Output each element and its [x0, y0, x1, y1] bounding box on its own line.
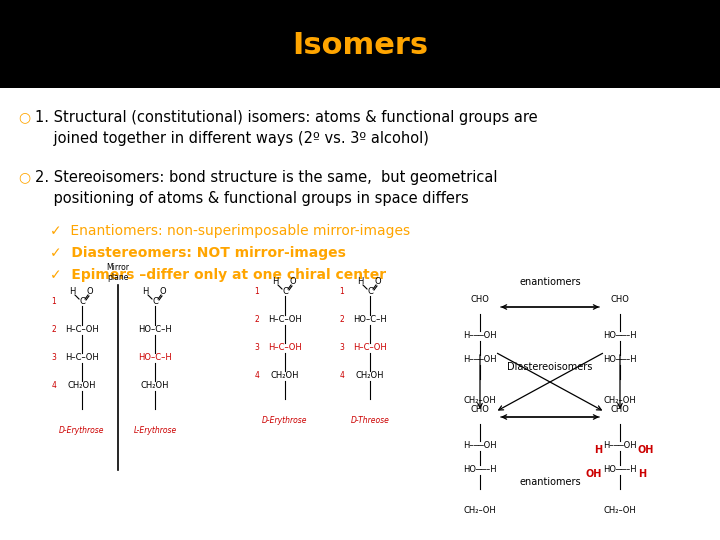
Text: O: O — [374, 278, 382, 287]
Text: ✓  Diastereomers: NOT mirror-images: ✓ Diastereomers: NOT mirror-images — [50, 246, 346, 260]
Text: H: H — [69, 287, 75, 296]
Text: H–──OH: H–──OH — [463, 442, 497, 450]
Text: 4: 4 — [52, 381, 56, 390]
Text: CHO: CHO — [611, 295, 629, 304]
Text: CH₂OH: CH₂OH — [68, 381, 96, 390]
Text: Mirror
plane: Mirror plane — [107, 262, 130, 282]
Text: CH₂OH: CH₂OH — [140, 381, 169, 390]
Text: enantiomers: enantiomers — [519, 277, 581, 287]
Text: Diastereoisomers: Diastereoisomers — [508, 362, 593, 372]
Text: O: O — [289, 278, 297, 287]
Text: H–C–OH: H–C–OH — [268, 343, 302, 353]
Text: 1: 1 — [52, 298, 56, 307]
Text: CH₂–OH: CH₂–OH — [603, 506, 636, 515]
Text: CH₂–OH: CH₂–OH — [464, 506, 496, 515]
Text: C: C — [282, 287, 288, 296]
Text: D-Erythrose: D-Erythrose — [262, 416, 307, 425]
Text: L-Erythrose: L-Erythrose — [133, 426, 176, 435]
Text: H–──OH: H–──OH — [463, 355, 497, 364]
Text: H–C–OH: H–C–OH — [65, 354, 99, 362]
Text: D-Erythrose: D-Erythrose — [59, 426, 104, 435]
Text: H–──OH: H–──OH — [463, 332, 497, 341]
Text: C: C — [79, 298, 85, 307]
Text: 1: 1 — [340, 287, 344, 296]
Text: HO–C–H: HO–C–H — [138, 326, 172, 334]
Text: H: H — [272, 278, 278, 287]
Text: CHO: CHO — [611, 405, 629, 414]
Text: 2: 2 — [52, 326, 56, 334]
Text: enantiomers: enantiomers — [519, 477, 581, 487]
Text: O: O — [86, 287, 94, 296]
Text: CHO: CHO — [471, 405, 490, 414]
Text: CH₂–OH: CH₂–OH — [603, 396, 636, 405]
Text: ✓  Enantiomers: non-superimposable mirror-images: ✓ Enantiomers: non-superimposable mirror… — [50, 224, 410, 238]
Text: CH₂–OH: CH₂–OH — [464, 396, 496, 405]
Text: HO──–H: HO──–H — [603, 355, 636, 364]
Text: 4: 4 — [340, 372, 344, 381]
Text: 1. Structural (constitutional) isomers: atoms & functional groups are
    joined: 1. Structural (constitutional) isomers: … — [35, 110, 538, 146]
Text: ○: ○ — [18, 110, 30, 124]
Text: ✓  Epimers –differ only at one chiral center: ✓ Epimers –differ only at one chiral cen… — [50, 268, 386, 282]
Text: 2: 2 — [340, 315, 344, 325]
Text: 2. Stereoisomers: bond structure is the same,  but geometrical
    positioning o: 2. Stereoisomers: bond structure is the … — [35, 170, 498, 206]
Text: H–C–OH: H–C–OH — [268, 315, 302, 325]
Text: HO──–H: HO──–H — [603, 332, 636, 341]
Text: CH₂OH: CH₂OH — [271, 372, 300, 381]
Text: H: H — [142, 287, 148, 296]
FancyBboxPatch shape — [0, 88, 720, 540]
Text: D-Threose: D-Threose — [351, 416, 390, 425]
Text: 3: 3 — [340, 343, 344, 353]
Text: OH: OH — [585, 469, 602, 479]
Text: H–C–OH: H–C–OH — [353, 343, 387, 353]
Text: HO──–H: HO──–H — [463, 465, 497, 475]
Text: 4: 4 — [255, 372, 259, 381]
Text: CH₂OH: CH₂OH — [356, 372, 384, 381]
Text: 2: 2 — [255, 315, 259, 325]
Text: OH: OH — [638, 445, 654, 455]
Text: CHO: CHO — [471, 295, 490, 304]
Text: HO–C–H: HO–C–H — [353, 315, 387, 325]
Text: C: C — [367, 287, 373, 296]
Text: H: H — [357, 278, 363, 287]
Text: O: O — [160, 287, 166, 296]
Text: H–──OH: H–──OH — [603, 442, 636, 450]
Text: 1: 1 — [255, 287, 259, 296]
FancyBboxPatch shape — [0, 0, 720, 90]
Text: Isomers: Isomers — [292, 30, 428, 59]
Text: 3: 3 — [52, 354, 56, 362]
Text: H: H — [638, 469, 646, 479]
Text: ○: ○ — [18, 170, 30, 184]
Text: C: C — [152, 298, 158, 307]
Text: H: H — [594, 445, 602, 455]
Text: HO──–H: HO──–H — [603, 465, 636, 475]
Text: HO–C–H: HO–C–H — [138, 354, 172, 362]
Text: 3: 3 — [255, 343, 259, 353]
Text: H–C–OH: H–C–OH — [65, 326, 99, 334]
